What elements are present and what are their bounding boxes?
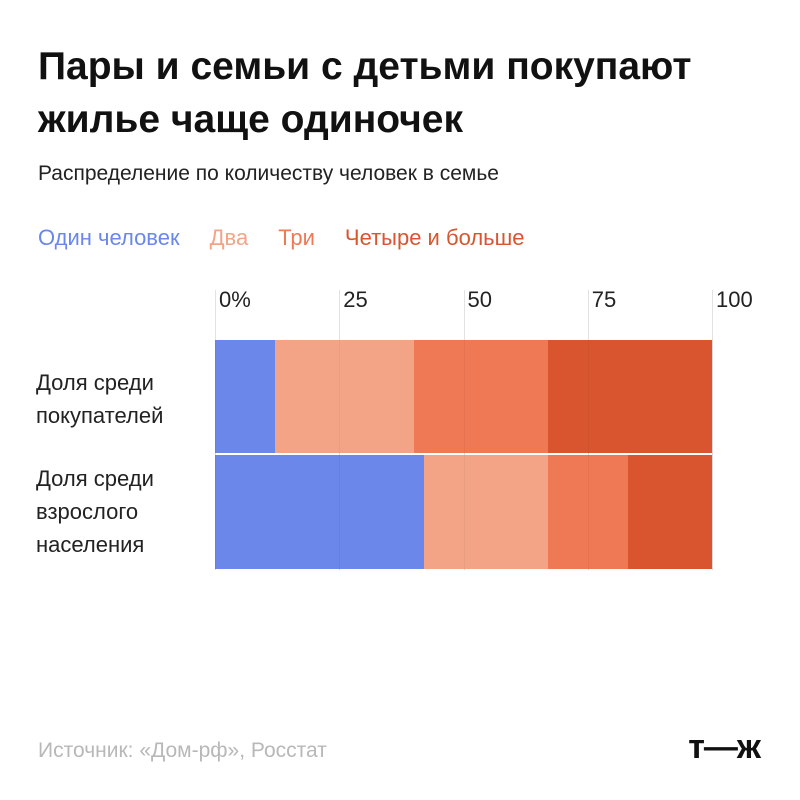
- legend-item: Два: [209, 225, 249, 250]
- source: Источник: «Дом-рф», Росстат: [38, 739, 327, 762]
- bar-segment: [547, 340, 712, 453]
- bar-segment: [413, 340, 548, 453]
- category-label: Доля среди взрослого населения: [36, 466, 154, 557]
- logo: т—ж: [688, 728, 761, 766]
- chart-subtitle: Распределение по количеству человек в се…: [38, 162, 499, 185]
- grid-line: [712, 290, 713, 570]
- x-tick-label: 50: [467, 287, 492, 312]
- x-tick-label: 100: [716, 287, 753, 312]
- bar-segment: [423, 455, 548, 569]
- chart-title: Пары и семьи с детьми покупают жилье чащ…: [38, 45, 692, 141]
- x-tick-label: 0%: [219, 287, 251, 312]
- legend-item: Один человек: [38, 225, 180, 250]
- bar-segment: [547, 455, 628, 569]
- x-tick-label: 25: [343, 287, 368, 312]
- grid-line: [712, 340, 713, 570]
- grid-line: [339, 340, 341, 570]
- grid-line: [587, 340, 589, 570]
- bar-segment: [215, 455, 424, 569]
- grid-line: [215, 340, 216, 570]
- legend-item: Четыре и больше: [344, 225, 525, 250]
- category-label: Доля среди покупателей: [36, 370, 164, 428]
- bar-segment: [215, 340, 275, 453]
- grid-line: [463, 340, 465, 570]
- bar-segment: [627, 455, 712, 569]
- x-tick-label: 75: [591, 287, 617, 312]
- legend-item: Три: [278, 225, 315, 250]
- bar-segment: [274, 340, 414, 453]
